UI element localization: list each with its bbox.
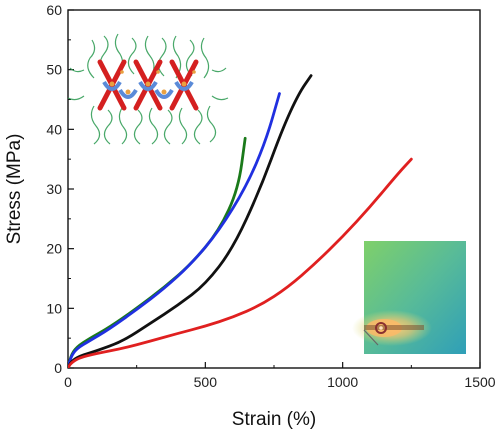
y-axis-title: Stress (MPa) (4, 134, 25, 245)
y-tick-label: 20 (46, 241, 62, 257)
y-tick-label: 30 (46, 181, 62, 197)
series-line-3 (68, 76, 311, 368)
y-tick-label: 50 (46, 62, 62, 78)
molecular-structure-inset (68, 34, 228, 144)
y-tick-label: 10 (46, 300, 62, 316)
x-tick-label: 1500 (464, 374, 495, 390)
x-tick-label: 1000 (327, 374, 358, 390)
scattering-pattern-inset (352, 241, 466, 354)
x-tick-label: 500 (194, 374, 218, 390)
y-tick-label: 40 (46, 121, 62, 137)
y-tick-label: 0 (54, 360, 62, 376)
y-tick-label: 60 (46, 2, 62, 18)
series-line-1 (68, 138, 245, 368)
x-tick-label: 0 (64, 374, 72, 390)
x-axis-title: Strain (%) (232, 409, 316, 430)
